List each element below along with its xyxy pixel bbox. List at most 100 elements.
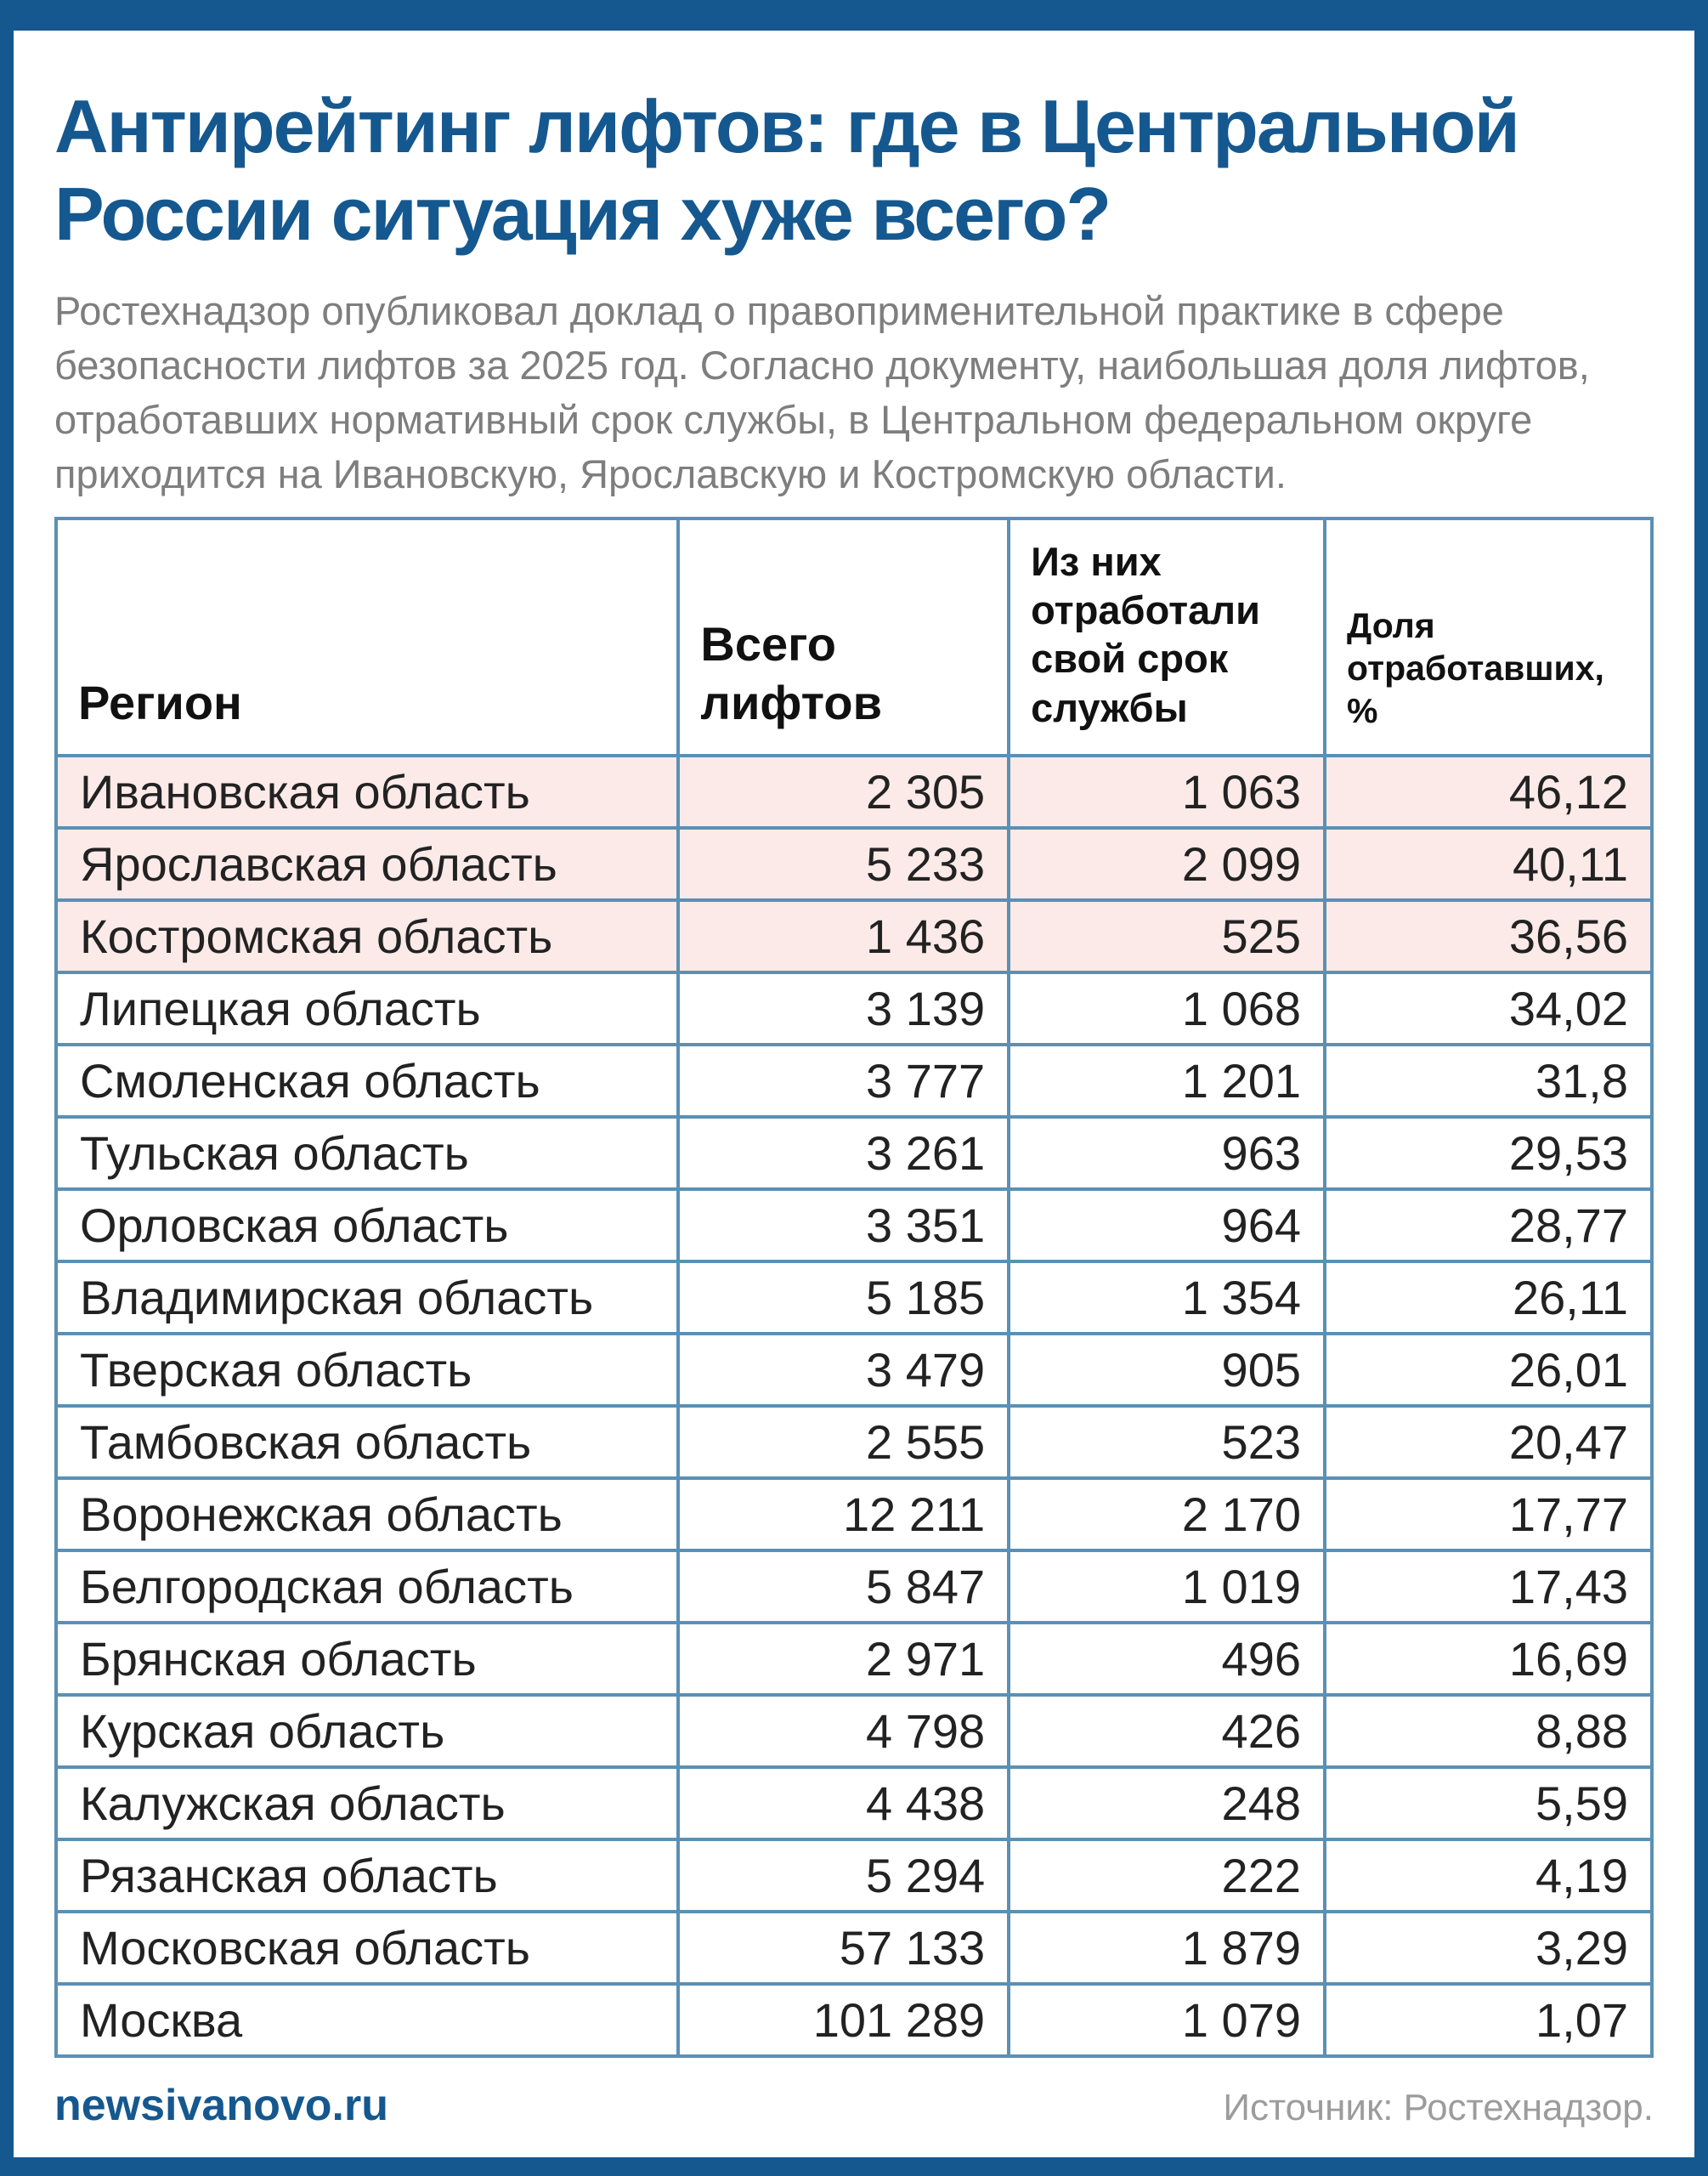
page-title: Антирейтинг лифтов: где в Центральной Ро… bbox=[54, 83, 1654, 258]
total-cell: 5 847 bbox=[676, 1548, 1011, 1624]
total-cell: 3 261 bbox=[676, 1114, 1011, 1191]
region-cell: Тульская область bbox=[54, 1114, 681, 1191]
share-cell: 4,19 bbox=[1322, 1837, 1654, 1913]
table-row: Белгородская область 5 847 1 019 17,43 bbox=[54, 1548, 1654, 1624]
total-cell: 4 798 bbox=[676, 1692, 1011, 1769]
share-cell: 34,02 bbox=[1322, 970, 1654, 1046]
region-cell: Курская область bbox=[54, 1692, 681, 1769]
total-cell: 57 133 bbox=[676, 1909, 1011, 1986]
region-cell: Ярославская область bbox=[54, 825, 681, 902]
table-row: Смоленская область 3 777 1 201 31,8 bbox=[54, 1042, 1654, 1119]
expired-cell: 496 bbox=[1007, 1620, 1326, 1697]
total-cell: 5 294 bbox=[676, 1837, 1011, 1913]
region-cell: Тверская область bbox=[54, 1331, 681, 1408]
region-cell: Белгородская область bbox=[54, 1548, 681, 1624]
share-cell: 40,11 bbox=[1322, 825, 1654, 902]
table-row: Тамбовская область 2 555 523 20,47 bbox=[54, 1403, 1654, 1480]
expired-cell: 248 bbox=[1007, 1765, 1326, 1841]
share-cell: 8,88 bbox=[1322, 1692, 1654, 1769]
expired-cell: 1 019 bbox=[1007, 1548, 1326, 1624]
expired-cell: 525 bbox=[1007, 898, 1326, 974]
table-row: Брянская область 2 971 496 16,69 bbox=[54, 1620, 1654, 1697]
expired-cell: 1 879 bbox=[1007, 1909, 1326, 1986]
share-cell: 46,12 bbox=[1322, 753, 1654, 830]
region-cell: Липецкая область bbox=[54, 970, 681, 1046]
expired-cell: 1 354 bbox=[1007, 1259, 1326, 1335]
region-cell: Орловская область bbox=[54, 1187, 681, 1263]
total-cell: 12 211 bbox=[676, 1476, 1011, 1552]
total-cell: 2 305 bbox=[676, 753, 1011, 830]
total-cell: 101 289 bbox=[676, 1981, 1011, 2058]
total-cell: 5 233 bbox=[676, 825, 1011, 902]
header-total-elevators: Всего лифтов bbox=[676, 516, 1011, 757]
header-share-percent: Доля отработавших, % bbox=[1322, 516, 1654, 757]
expired-cell: 905 bbox=[1007, 1331, 1326, 1408]
footer: newsivanovo.ru Источник: Ростехнадзор. bbox=[54, 2080, 1654, 2131]
region-cell: Смоленская область bbox=[54, 1042, 681, 1119]
brand-link: newsivanovo.ru bbox=[54, 2080, 388, 2130]
region-cell: Ивановская область bbox=[54, 753, 681, 830]
share-cell: 3,29 bbox=[1322, 1909, 1654, 1986]
share-cell: 26,11 bbox=[1322, 1259, 1654, 1335]
region-cell: Воронежская область bbox=[54, 1476, 681, 1552]
expired-cell: 1 063 bbox=[1007, 753, 1326, 830]
table-header-row: Регион Всего лифтов Из них отработали св… bbox=[54, 516, 1654, 757]
table-row: Ивановская область 2 305 1 063 46,12 bbox=[54, 753, 1654, 830]
expired-cell: 426 bbox=[1007, 1692, 1326, 1769]
table-body: Ивановская область 2 305 1 063 46,12 Ярослав… bbox=[54, 753, 1654, 2058]
expired-cell: 964 bbox=[1007, 1187, 1326, 1263]
share-cell: 28,77 bbox=[1322, 1187, 1654, 1263]
total-cell: 5 185 bbox=[676, 1259, 1011, 1335]
region-cell: Московская область bbox=[54, 1909, 681, 1986]
table-row: Костромская область 1 436 525 36,56 bbox=[54, 898, 1654, 974]
share-cell: 26,01 bbox=[1322, 1331, 1654, 1408]
expired-cell: 2 170 bbox=[1007, 1476, 1326, 1552]
source-label: Источник: Ростехнадзор. bbox=[1223, 2086, 1654, 2128]
table-row: Московская область 57 133 1 879 3,29 bbox=[54, 1909, 1654, 1986]
table-row: Владимирская область 5 185 1 354 26,11 bbox=[54, 1259, 1654, 1335]
region-cell: Тамбовская область bbox=[54, 1403, 681, 1480]
table-header: Регион Всего лифтов Из них отработали св… bbox=[54, 516, 1654, 757]
table-row: Орловская область 3 351 964 28,77 bbox=[54, 1187, 1654, 1263]
share-cell: 1,07 bbox=[1322, 1981, 1654, 2058]
total-cell: 3 777 bbox=[676, 1042, 1011, 1119]
total-cell: 4 438 bbox=[676, 1765, 1011, 1841]
table-row: Курская область 4 798 426 8,88 bbox=[54, 1692, 1654, 1769]
region-cell: Брянская область bbox=[54, 1620, 681, 1697]
table-row: Калужская область 4 438 248 5,59 bbox=[54, 1765, 1654, 1841]
region-cell: Костромская область bbox=[54, 898, 681, 974]
share-cell: 5,59 bbox=[1322, 1765, 1654, 1841]
share-cell: 29,53 bbox=[1322, 1114, 1654, 1191]
page-title-line1: Антирейтинг лифтов: где в Центральной bbox=[54, 84, 1520, 168]
total-cell: 3 139 bbox=[676, 970, 1011, 1046]
share-cell: 31,8 bbox=[1322, 1042, 1654, 1119]
table-row: Тверская область 3 479 905 26,01 bbox=[54, 1331, 1654, 1408]
region-cell: Рязанская область bbox=[54, 1837, 681, 1913]
regions-table: Регион Всего лифтов Из них отработали св… bbox=[54, 516, 1654, 2058]
expired-cell: 963 bbox=[1007, 1114, 1326, 1191]
share-cell: 17,77 bbox=[1322, 1476, 1654, 1552]
expired-cell: 1 201 bbox=[1007, 1042, 1326, 1119]
table-row: Липецкая область 3 139 1 068 34,02 bbox=[54, 970, 1654, 1046]
table-row: Тульская область 3 261 963 29,53 bbox=[54, 1114, 1654, 1191]
intro-paragraph: Ростехнадзор опубликовал доклад о правоп… bbox=[54, 287, 1590, 496]
table-row: Москва 101 289 1 079 1,07 bbox=[54, 1981, 1654, 2058]
region-cell: Калужская область bbox=[54, 1765, 681, 1841]
total-cell: 2 555 bbox=[676, 1403, 1011, 1480]
share-cell: 36,56 bbox=[1322, 898, 1654, 974]
share-cell: 16,69 bbox=[1322, 1620, 1654, 1697]
total-cell: 1 436 bbox=[676, 898, 1011, 974]
table-row: Рязанская область 5 294 222 4,19 bbox=[54, 1837, 1654, 1913]
page-title-line2: России ситуация хуже всего? bbox=[54, 171, 1111, 256]
total-cell: 3 351 bbox=[676, 1187, 1011, 1263]
total-cell: 2 971 bbox=[676, 1620, 1011, 1697]
header-region: Регион bbox=[54, 516, 681, 757]
expired-cell: 1 079 bbox=[1007, 1981, 1326, 2058]
share-cell: 20,47 bbox=[1322, 1403, 1654, 1480]
table-row: Ярославская область 5 233 2 099 40,11 bbox=[54, 825, 1654, 902]
expired-cell: 2 099 bbox=[1007, 825, 1326, 902]
table-row: Воронежская область 12 211 2 170 17,77 bbox=[54, 1476, 1654, 1552]
total-cell: 3 479 bbox=[676, 1331, 1011, 1408]
expired-cell: 523 bbox=[1007, 1403, 1326, 1480]
